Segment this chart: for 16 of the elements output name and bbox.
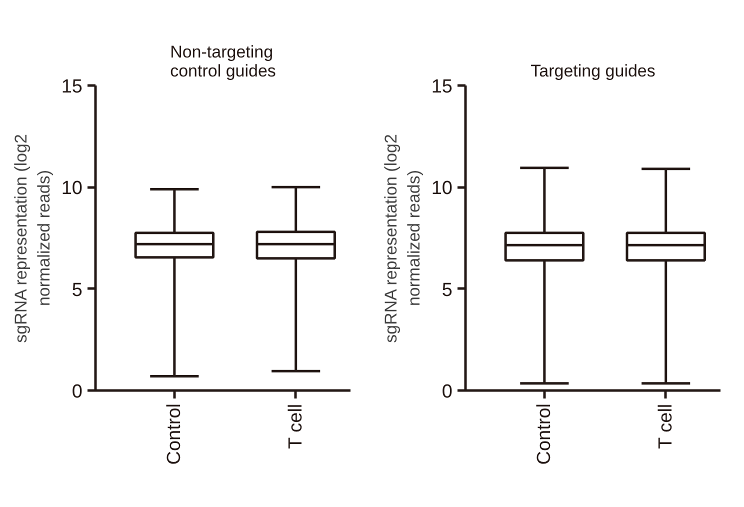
y-tick-label: 10 <box>61 178 83 200</box>
y-tick-label: 5 <box>442 280 453 301</box>
chart-title: Targeting guides <box>530 62 656 80</box>
chart-title: Non-targeting control guides <box>170 42 276 80</box>
x-tick-label: T cell <box>285 404 306 449</box>
x-tick-label: Control <box>534 404 555 465</box>
y-axis-title: sgRNA representation (log2 normalized reads) <box>12 134 54 343</box>
x-tick-label: T cell <box>655 404 676 449</box>
y-tick-label: 15 <box>61 76 83 98</box>
y-tick-label: 0 <box>442 382 453 402</box>
y-tick-label: 15 <box>431 76 453 98</box>
x-tick-label: Control <box>164 404 185 465</box>
y-tick-label: 10 <box>431 178 453 200</box>
y-axis-title: sgRNA representation (log2 normalized reads) <box>382 134 424 343</box>
y-tick-label: 0 <box>72 382 83 402</box>
y-tick-label: 5 <box>72 280 83 301</box>
